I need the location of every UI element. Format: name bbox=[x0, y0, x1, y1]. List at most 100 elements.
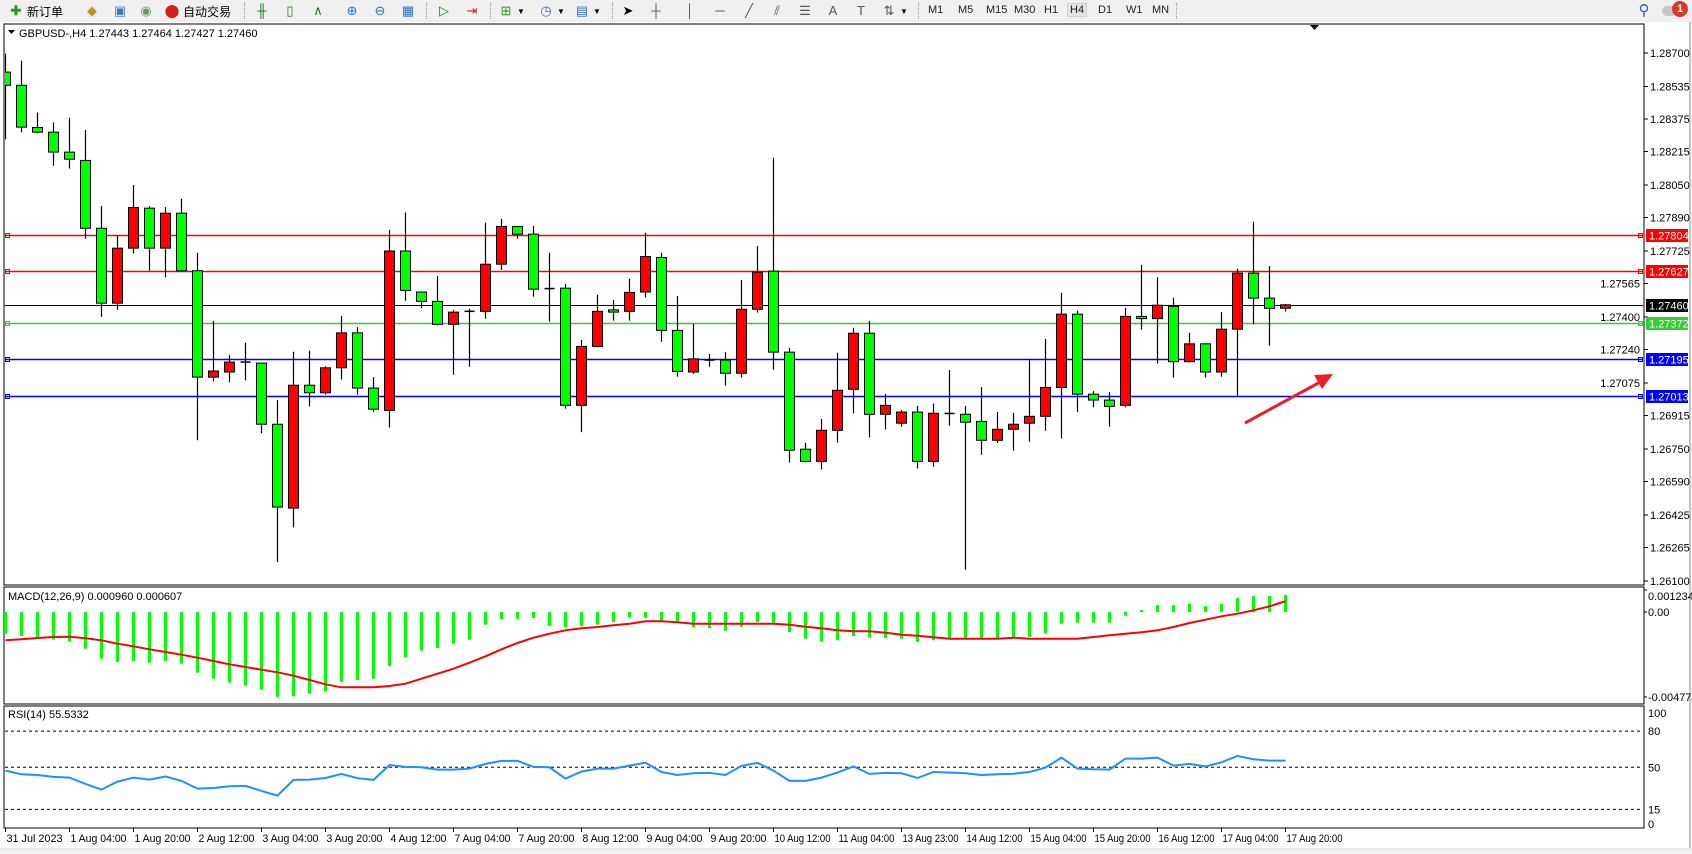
signals-button[interactable]: ◉ bbox=[138, 2, 154, 20]
candle[interactable] bbox=[1, 53, 11, 140]
chart-shift-button[interactable]: ⇥ bbox=[464, 2, 480, 20]
candle[interactable] bbox=[128, 185, 139, 254]
chart-window[interactable]: GBPUSD-,H4 1.27443 1.27464 1.27427 1.274… bbox=[0, 22, 1692, 851]
timeframe-mn[interactable]: MN bbox=[1152, 4, 1170, 16]
candle[interactable] bbox=[32, 112, 43, 134]
candle[interactable] bbox=[960, 405, 971, 570]
candle[interactable] bbox=[304, 350, 315, 407]
candle[interactable] bbox=[896, 410, 907, 427]
candle[interactable] bbox=[496, 218, 507, 270]
new-order-button[interactable]: ✚ 新订单 bbox=[8, 2, 63, 20]
candle[interactable] bbox=[1040, 338, 1051, 431]
indicators-button[interactable]: ⊞ ▼ bbox=[498, 2, 525, 20]
text-label-tool[interactable]: T bbox=[853, 2, 869, 20]
candle[interactable] bbox=[1168, 297, 1179, 378]
fibonacci-tool[interactable]: ☰ bbox=[797, 2, 813, 20]
candle[interactable] bbox=[448, 309, 459, 375]
candle[interactable] bbox=[1152, 277, 1163, 364]
candle[interactable] bbox=[1248, 221, 1259, 325]
candle[interactable] bbox=[976, 387, 987, 455]
timeframe-h1[interactable]: H1 bbox=[1044, 4, 1059, 16]
candle[interactable] bbox=[624, 278, 635, 321]
candle[interactable] bbox=[1056, 292, 1067, 439]
candle[interactable] bbox=[512, 225, 523, 239]
annotation-arrow-head-icon[interactable] bbox=[1314, 374, 1333, 389]
crosshair-tool[interactable]: ┼ bbox=[648, 2, 664, 20]
navigator-button[interactable]: ▣ bbox=[112, 2, 128, 20]
candle[interactable] bbox=[704, 353, 715, 367]
candle[interactable] bbox=[1104, 392, 1115, 427]
candle[interactable] bbox=[96, 206, 107, 317]
search-button[interactable]: ⚲ bbox=[1636, 2, 1652, 20]
tile-windows-button[interactable]: ▦ bbox=[400, 2, 416, 20]
candle[interactable] bbox=[1264, 266, 1275, 346]
candle[interactable] bbox=[1280, 304, 1291, 312]
candle[interactable] bbox=[144, 206, 155, 271]
candle[interactable] bbox=[48, 122, 59, 166]
chat-bubble-icon[interactable] bbox=[1662, 6, 1676, 16]
candle[interactable] bbox=[416, 291, 427, 309]
timeframe-m5[interactable]: M5 bbox=[958, 4, 974, 16]
candle[interactable] bbox=[912, 405, 923, 469]
equidistant-channel-tool[interactable]: ⫽ bbox=[769, 2, 785, 20]
candle[interactable] bbox=[592, 294, 603, 348]
candle[interactable] bbox=[544, 252, 555, 322]
candle[interactable] bbox=[752, 246, 763, 313]
zoom-in-button[interactable]: ⊕ bbox=[344, 2, 360, 20]
periods-button[interactable]: ◷ ▼ bbox=[538, 2, 565, 20]
candle[interactable] bbox=[80, 129, 91, 239]
timeframe-h4[interactable]: H4 bbox=[1066, 3, 1088, 17]
candle[interactable] bbox=[944, 370, 955, 426]
text-tool[interactable]: A bbox=[825, 2, 841, 20]
candle[interactable] bbox=[64, 117, 75, 169]
candle[interactable] bbox=[16, 60, 27, 133]
templates-button[interactable]: ▤ ▼ bbox=[574, 2, 601, 20]
candle[interactable] bbox=[928, 403, 939, 467]
zoom-out-button[interactable]: ⊖ bbox=[372, 2, 388, 20]
timeframe-d1[interactable]: D1 bbox=[1098, 4, 1113, 16]
candle[interactable] bbox=[1216, 312, 1227, 377]
candle[interactable] bbox=[656, 252, 667, 342]
candle[interactable] bbox=[832, 352, 843, 443]
candle[interactable] bbox=[480, 222, 491, 319]
candle[interactable] bbox=[208, 321, 219, 382]
candle[interactable] bbox=[320, 366, 331, 395]
candle[interactable] bbox=[848, 327, 859, 414]
bar-chart-button[interactable]: ╫ bbox=[254, 2, 270, 20]
annotation-arrow-shaft[interactable] bbox=[1244, 379, 1323, 425]
candle[interactable] bbox=[256, 362, 267, 434]
candle[interactable] bbox=[768, 157, 779, 370]
candle[interactable] bbox=[1184, 332, 1195, 363]
candle[interactable] bbox=[528, 226, 539, 297]
candle[interactable] bbox=[384, 229, 395, 428]
candle[interactable] bbox=[400, 212, 411, 301]
candle[interactable] bbox=[688, 323, 699, 374]
timeframe-m15[interactable]: M15 bbox=[986, 4, 1008, 16]
timeframe-w1[interactable]: W1 bbox=[1126, 4, 1143, 16]
candle[interactable] bbox=[576, 339, 587, 433]
candle[interactable] bbox=[1024, 359, 1035, 442]
candle[interactable] bbox=[800, 442, 811, 463]
market-watch-button[interactable]: ◆ bbox=[84, 2, 100, 20]
candle[interactable] bbox=[224, 354, 235, 383]
candle[interactable] bbox=[368, 377, 379, 412]
candle[interactable] bbox=[880, 393, 891, 430]
candle[interactable] bbox=[1136, 265, 1147, 330]
candle[interactable] bbox=[288, 351, 299, 528]
candle[interactable] bbox=[176, 198, 187, 272]
candle[interactable] bbox=[112, 235, 123, 310]
candle[interactable] bbox=[432, 275, 443, 326]
candle[interactable] bbox=[672, 296, 683, 377]
candle[interactable] bbox=[464, 308, 475, 367]
candle[interactable] bbox=[240, 342, 251, 381]
candle[interactable] bbox=[1088, 391, 1099, 408]
arrows-tool[interactable]: ⇅ ▼ bbox=[881, 2, 908, 20]
timeframe-m30[interactable]: M30 bbox=[1014, 4, 1036, 16]
auto-trading-button[interactable]: ⬤ 自动交易 bbox=[164, 2, 231, 20]
candle[interactable] bbox=[1120, 307, 1131, 408]
candle[interactable] bbox=[736, 280, 747, 378]
candle[interactable] bbox=[720, 352, 731, 386]
candle[interactable] bbox=[192, 252, 203, 441]
candle[interactable] bbox=[336, 315, 347, 380]
candle[interactable] bbox=[560, 283, 571, 409]
